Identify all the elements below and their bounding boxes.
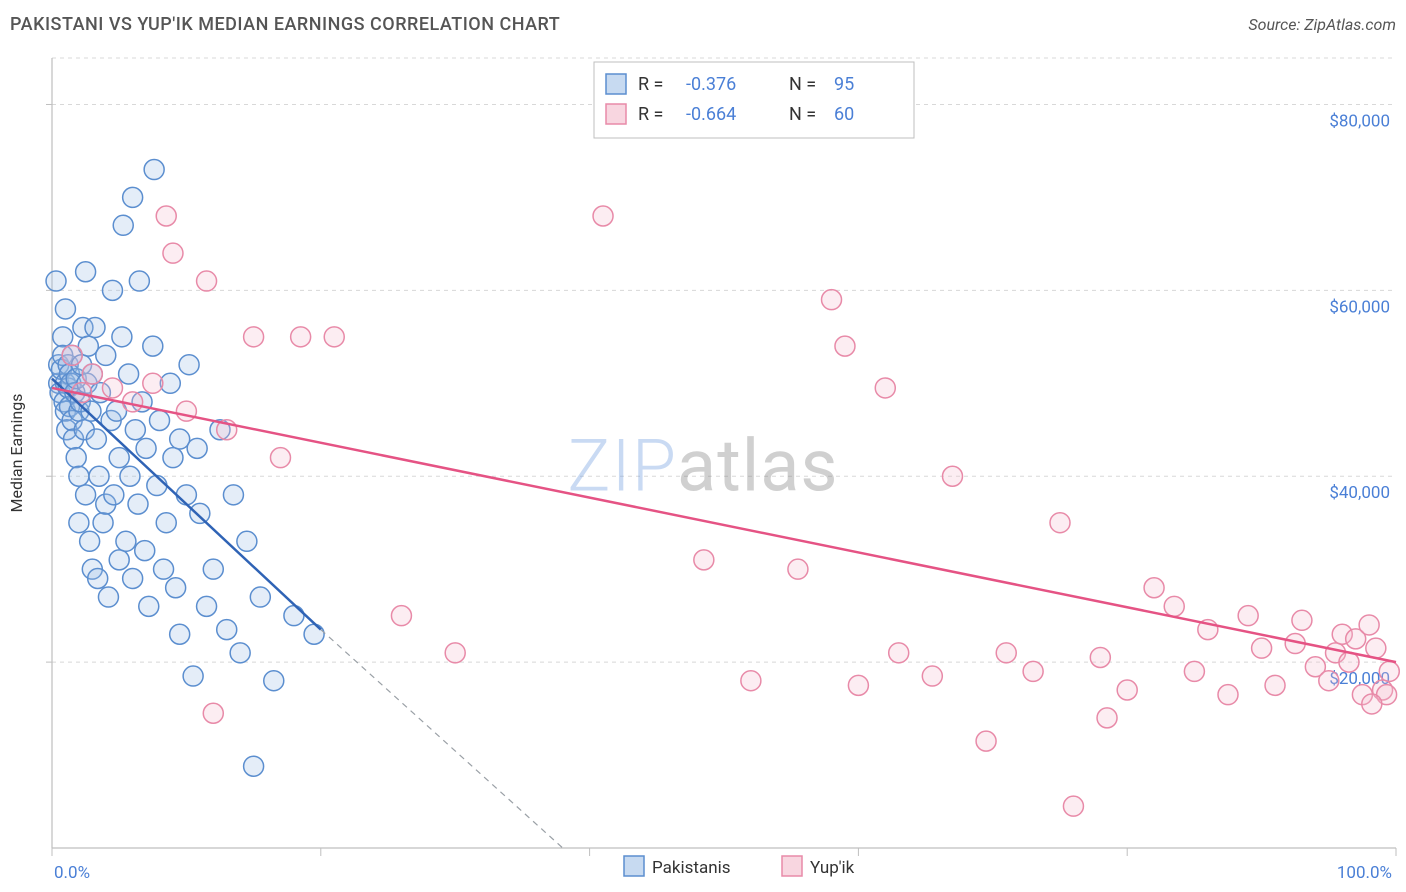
- svg-text:95: 95: [834, 74, 854, 95]
- chart-title: PAKISTANI VS YUP'IK MEDIAN EARNINGS CORR…: [10, 14, 560, 35]
- svg-text:R =: R =: [638, 104, 663, 125]
- scatter-chart: $20,000$40,000$60,000$80,0000.0%100.0%Me…: [0, 48, 1406, 892]
- svg-text:N =: N =: [789, 74, 816, 95]
- chart-header: PAKISTANI VS YUP'IK MEDIAN EARNINGS CORR…: [0, 0, 1406, 48]
- svg-text:Median Earnings: Median Earnings: [7, 394, 26, 513]
- svg-text:-0.376: -0.376: [686, 74, 736, 95]
- svg-text:R =: R =: [638, 74, 663, 95]
- svg-text:$60,000: $60,000: [1329, 297, 1390, 317]
- svg-text:100.0%: 100.0%: [1337, 863, 1392, 883]
- svg-text:Yup'ik: Yup'ik: [810, 858, 855, 878]
- series-yupik: [62, 206, 1399, 816]
- svg-text:Pakistanis: Pakistanis: [652, 858, 731, 878]
- svg-text:-0.664: -0.664: [686, 104, 736, 125]
- svg-text:$40,000: $40,000: [1329, 483, 1390, 503]
- svg-text:60: 60: [834, 104, 854, 125]
- chart-source: Source: ZipAtlas.com: [1248, 15, 1396, 34]
- svg-text:$80,000: $80,000: [1329, 111, 1390, 131]
- chart-area: $20,000$40,000$60,000$80,0000.0%100.0%Me…: [0, 48, 1406, 892]
- svg-text:N =: N =: [789, 104, 816, 125]
- svg-text:0.0%: 0.0%: [54, 863, 90, 883]
